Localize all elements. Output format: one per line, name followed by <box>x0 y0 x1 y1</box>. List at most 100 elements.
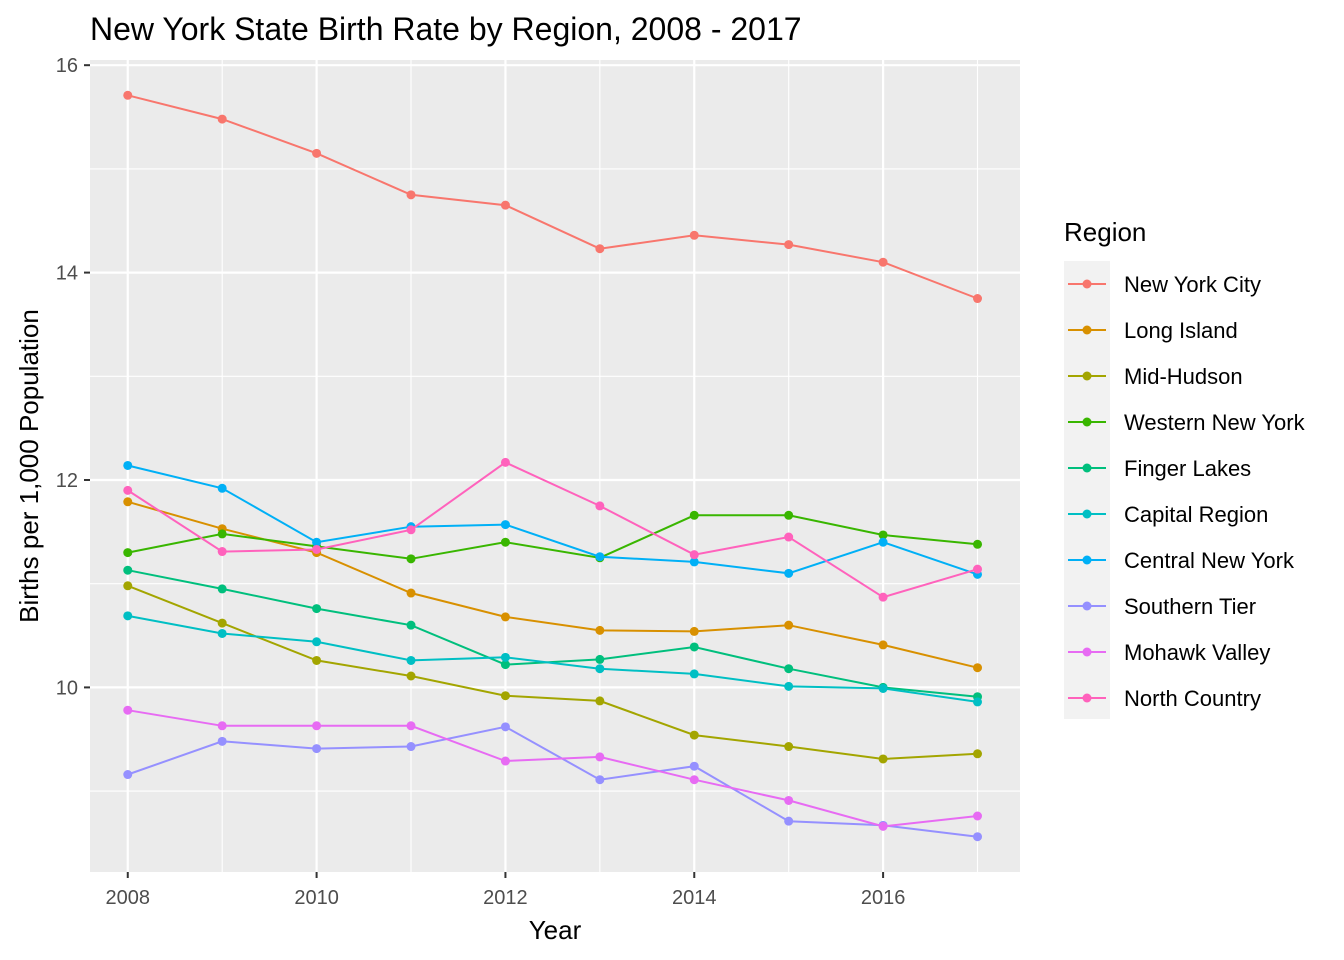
legend: Region New York City Long Island Mid-Hudso… <box>1064 217 1306 719</box>
data-point <box>217 483 227 493</box>
legend-label: Mohawk Valley <box>1124 640 1270 665</box>
data-point <box>406 588 416 598</box>
data-point <box>406 525 416 535</box>
data-point <box>689 557 699 567</box>
legend-key-point <box>1082 417 1092 427</box>
data-point <box>973 697 983 707</box>
legend-label: Western New York <box>1124 410 1306 435</box>
data-point <box>500 722 510 732</box>
data-point <box>784 681 794 691</box>
data-point <box>878 537 888 547</box>
legend-key-point <box>1082 693 1092 703</box>
data-point <box>312 148 322 158</box>
data-point <box>973 811 983 821</box>
x-tick-label: 2014 <box>672 887 717 909</box>
data-point <box>595 244 605 254</box>
legend-label: Finger Lakes <box>1124 456 1251 481</box>
data-point <box>784 620 794 630</box>
x-tick-label: 2008 <box>106 887 151 909</box>
data-point <box>595 552 605 562</box>
data-point <box>217 618 227 628</box>
legend-items: New York City Long Island Mid-Hudson Wester… <box>1068 272 1306 711</box>
data-point <box>878 821 888 831</box>
legend-item: Mid-Hudson <box>1068 364 1243 389</box>
series-5 <box>123 611 983 707</box>
data-point <box>973 749 983 759</box>
data-point <box>406 554 416 564</box>
data-point <box>217 547 227 557</box>
series-9 <box>123 457 983 602</box>
legend-label: North Country <box>1124 686 1261 711</box>
data-point <box>217 736 227 746</box>
data-point <box>123 90 133 100</box>
legend-key-point <box>1082 325 1092 335</box>
legend-key-point <box>1082 555 1092 565</box>
data-point <box>217 628 227 638</box>
data-point <box>123 460 133 470</box>
plot-panel <box>90 60 1020 872</box>
data-point <box>500 691 510 701</box>
data-point <box>312 537 322 547</box>
legend-label: Mid-Hudson <box>1124 364 1243 389</box>
series-7 <box>123 722 983 842</box>
data-point <box>784 568 794 578</box>
data-point <box>123 497 133 507</box>
data-point <box>500 652 510 662</box>
y-axis-title: Births per 1,000 Population <box>14 309 44 623</box>
data-point <box>500 612 510 622</box>
data-point <box>406 620 416 630</box>
series-8 <box>123 705 983 831</box>
legend-item: Southern Tier <box>1068 594 1256 619</box>
data-point <box>595 501 605 511</box>
legend-label: Capital Region <box>1124 502 1268 527</box>
data-point <box>312 744 322 754</box>
data-point <box>973 564 983 574</box>
data-point <box>784 240 794 250</box>
legend-key-background <box>1064 261 1110 719</box>
series-line <box>127 614 978 703</box>
data-point <box>595 625 605 635</box>
legend-key-point <box>1082 647 1092 657</box>
legend-item: Mohawk Valley <box>1068 640 1270 665</box>
legend-key-point <box>1082 371 1092 381</box>
data-point <box>406 655 416 665</box>
data-point <box>689 775 699 785</box>
data-point <box>689 730 699 740</box>
data-point <box>878 683 888 693</box>
data-point <box>123 581 133 591</box>
data-point <box>595 654 605 664</box>
data-point <box>878 257 888 267</box>
legend-item: Finger Lakes <box>1068 456 1251 481</box>
data-point <box>406 190 416 200</box>
data-point <box>123 565 133 575</box>
series-line <box>127 94 978 300</box>
legend-item: North Country <box>1068 686 1261 711</box>
y-tick-label: 12 <box>56 470 78 492</box>
legend-label: New York City <box>1124 272 1261 297</box>
x-tick-label: 2012 <box>483 887 528 909</box>
data-point <box>973 539 983 549</box>
data-point <box>406 671 416 681</box>
y-axis: 10 12 14 16 <box>56 55 90 699</box>
series-line <box>127 584 978 761</box>
data-point <box>123 548 133 558</box>
data-point <box>878 754 888 764</box>
data-point <box>500 457 510 467</box>
data-point <box>784 816 794 826</box>
data-point <box>595 696 605 706</box>
series-2 <box>123 581 983 764</box>
x-tick-label: 2010 <box>294 887 339 909</box>
data-point <box>123 705 133 715</box>
legend-label: Long Island <box>1124 318 1238 343</box>
data-point <box>689 642 699 652</box>
data-point <box>123 611 133 621</box>
data-point <box>784 510 794 520</box>
legend-key-point <box>1082 509 1092 519</box>
data-point <box>689 669 699 679</box>
data-point <box>406 742 416 752</box>
data-point <box>878 530 888 540</box>
data-point <box>500 520 510 530</box>
legend-item: New York City <box>1068 272 1261 297</box>
y-tick-label: 16 <box>56 55 78 77</box>
